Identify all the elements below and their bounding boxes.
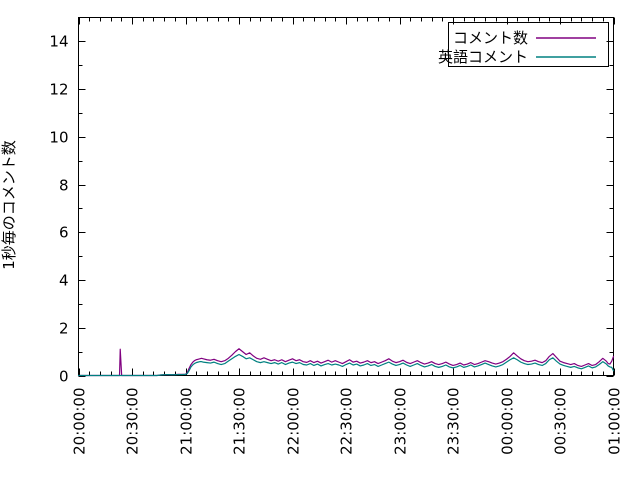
x-tick-label: 23:00:00 <box>392 388 410 455</box>
x-axis-ticks <box>78 17 616 376</box>
legend-label: 英語コメント <box>438 48 528 66</box>
x-tick-label: 21:30:00 <box>231 388 249 455</box>
legend-label: コメント数 <box>453 29 528 47</box>
series-layer <box>77 348 615 377</box>
x-tick-label: 21:00:00 <box>178 388 196 455</box>
x-tick-label: 20:30:00 <box>124 388 142 455</box>
legend-border <box>447 21 610 68</box>
y-tick-label: 12 <box>49 81 68 99</box>
x-tick-label: 00:00:00 <box>499 388 517 455</box>
x-tick-label: 23:30:00 <box>445 388 463 455</box>
series-line-english <box>77 353 615 377</box>
y-tick-label: 0 <box>59 368 69 386</box>
x-tick-label: 20:00:00 <box>71 388 89 455</box>
y-tick-label: 14 <box>49 33 68 51</box>
y-axis-ticks <box>78 40 614 378</box>
x-axis-minor-ticks <box>89 17 604 376</box>
x-tick-label: 00:30:00 <box>552 388 570 455</box>
y-tick-label: 8 <box>59 177 69 195</box>
plot-frame <box>77 16 615 377</box>
x-tick-label: 22:30:00 <box>338 388 356 455</box>
x-tick-label: 22:00:00 <box>285 388 303 455</box>
y-tick-label: 2 <box>59 320 69 338</box>
x-axis-tick-labels: 20:00:00 20:30:00 21:00:00 21:30:00 22:00:00… <box>71 388 624 455</box>
x-tick-label: 01:00:00 <box>606 388 624 455</box>
y-axis-title: 1秒毎のコメント数 <box>0 140 18 270</box>
y-tick-label: 10 <box>49 129 68 147</box>
y-axis-title-group: 1秒毎のコメント数 <box>0 140 18 270</box>
y-tick-label: 4 <box>59 272 69 290</box>
y-axis-tick-labels: 0 2 4 6 8 10 12 14 <box>49 33 68 386</box>
y-tick-label: 6 <box>59 224 69 242</box>
